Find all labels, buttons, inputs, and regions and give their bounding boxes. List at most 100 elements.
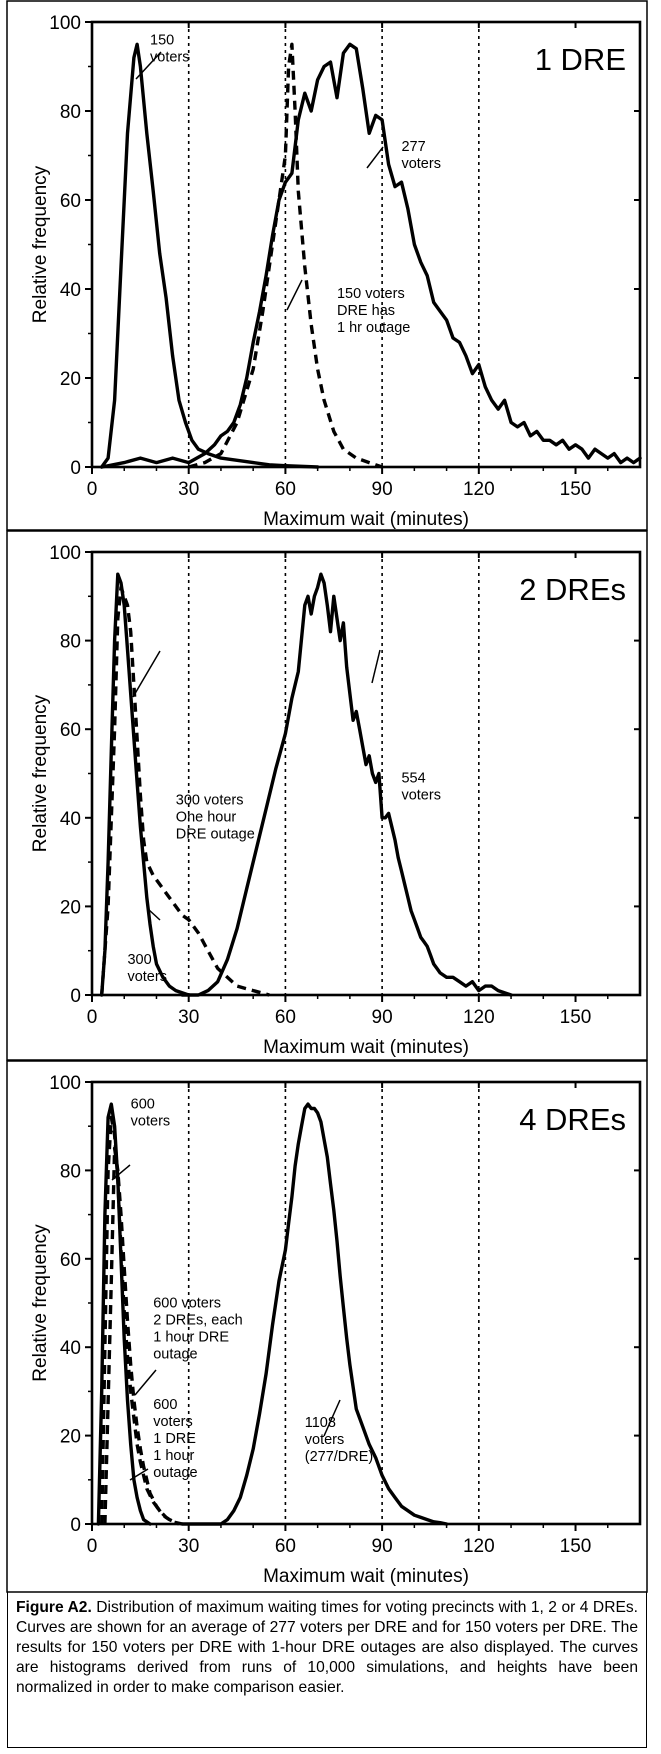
y-tick-label: 0 <box>70 458 81 479</box>
panel-title: 2 DREs <box>519 572 626 607</box>
annotation: 277 voters <box>401 139 441 172</box>
annotation-line: 600 voters <box>153 1295 221 1311</box>
annotation-line: outage <box>153 1346 197 1362</box>
x-tick-label: 60 <box>275 1536 296 1557</box>
plot-area <box>90 20 642 469</box>
chart-panel-2: 0 30 60 90 120 150 0 20 40 60 80 100 Maximum wait (m… <box>30 543 642 1058</box>
x-tick-label: 90 <box>372 1536 393 1557</box>
x-tick-label: 150 <box>560 1007 592 1028</box>
x-tick-label: 0 <box>87 479 98 500</box>
y-tick-label: 40 <box>60 809 81 830</box>
y-tick-label: 0 <box>70 1515 81 1536</box>
annotation-line: voters <box>127 969 167 985</box>
annotation-line: 1 hour DRE <box>153 1329 229 1345</box>
plot-area <box>90 550 642 997</box>
annotation-line: DRE has <box>337 303 395 319</box>
panel-frame-1 <box>6 0 648 531</box>
series-line <box>180 572 513 997</box>
annotation-line: voters <box>131 1114 171 1130</box>
x-tick-label: 120 <box>463 479 495 500</box>
caption-text: Distribution of maximum waiting times fo… <box>16 1599 638 1696</box>
annotation: 300 voters <box>127 952 167 985</box>
panel-title: 1 DRE <box>535 42 626 77</box>
x-tick-label: 90 <box>372 1007 393 1028</box>
x-axis-label: Maximum wait (minutes) <box>263 1037 469 1058</box>
x-tick-label: 60 <box>275 479 296 500</box>
annotation-line: (277/DRE) <box>305 1449 374 1465</box>
y-axis-label: Relative frequency <box>30 694 51 852</box>
y-tick-label: 60 <box>60 191 81 212</box>
annotation-line: 554 <box>401 770 425 786</box>
x-tick-label: 30 <box>178 1007 199 1028</box>
x-tick-label: 90 <box>372 479 393 500</box>
annotation-line: 300 voters <box>176 793 244 809</box>
x-axis-label: Maximum wait (minutes) <box>263 509 469 530</box>
annotation-line: voters <box>401 156 441 172</box>
y-tick-label: 80 <box>60 102 81 123</box>
x-tick-label: 60 <box>275 1007 296 1028</box>
y-tick-label: 100 <box>49 13 81 34</box>
x-axis-label: Maximum wait (minutes) <box>263 1566 469 1587</box>
panel-frame-2 <box>6 530 648 1061</box>
chart-panel-1: 0 30 60 90 120 150 0 20 40 60 80 100 Maximum wait (m… <box>30 13 642 530</box>
chart-panel-3: 0 30 60 90 120 150 0 20 40 60 80 100 Maximum wait (m… <box>30 1073 642 1587</box>
y-tick-label: 60 <box>60 1250 81 1271</box>
annotation-leader <box>132 650 161 698</box>
x-tick-label: 120 <box>463 1007 495 1028</box>
annotation-leader <box>147 908 161 921</box>
annotation-line: 150 <box>150 32 174 48</box>
x-tick-label: 0 <box>87 1007 98 1028</box>
series-line <box>100 42 320 469</box>
annotation-line: 1108 <box>305 1415 336 1431</box>
annotation-leader <box>371 649 381 684</box>
annotation-line: 1 DRE <box>153 1431 196 1447</box>
y-tick-label: 100 <box>49 1073 81 1094</box>
annotation-line: 600 <box>153 1397 177 1413</box>
y-tick-label: 80 <box>60 1161 81 1182</box>
annotation-line: DRE outage <box>176 827 255 843</box>
annotation-line: voters <box>305 1432 345 1448</box>
annotation: 600 voters <box>131 1097 171 1130</box>
x-tick-label: 150 <box>560 1536 592 1557</box>
annotation-line: 600 <box>131 1097 155 1113</box>
caption-label: Figure A2. <box>16 1599 92 1616</box>
x-tick-label: 30 <box>178 479 199 500</box>
annotation-line: One hour <box>176 810 237 826</box>
annotation-line: 277 <box>401 139 425 155</box>
x-tick-label: 30 <box>178 1536 199 1557</box>
annotation-line: 300 <box>127 952 151 968</box>
y-tick-label: 20 <box>60 897 81 918</box>
annotation: 150 voters DRE has 1 hr outage <box>337 286 410 336</box>
annotation-leader <box>135 51 162 80</box>
y-tick-label: 60 <box>60 720 81 741</box>
annotation: 300 voters One hour DRE outage <box>176 793 255 843</box>
y-axis-label: Relative frequency <box>30 1224 51 1382</box>
annotation: 1108 voters (277/DRE) <box>305 1415 374 1465</box>
x-tick-label: 0 <box>87 1536 98 1557</box>
annotation-leader <box>111 1164 131 1181</box>
y-tick-label: 100 <box>49 543 81 564</box>
annotation-line: 2 DREs, each <box>153 1312 242 1328</box>
series-line <box>103 1146 180 1526</box>
y-tick-label: 20 <box>60 1427 81 1448</box>
x-tick-label: 120 <box>463 1536 495 1557</box>
y-tick-label: 40 <box>60 1338 81 1359</box>
series-line <box>100 572 191 997</box>
annotation-line: outage <box>153 1465 197 1481</box>
series-line <box>100 1115 183 1526</box>
annotation-leader <box>323 1399 341 1437</box>
series-line <box>100 42 642 469</box>
y-tick-label: 80 <box>60 632 81 653</box>
annotation-line: 1 hour <box>153 1448 194 1464</box>
series-line <box>188 42 383 469</box>
y-tick-label: 0 <box>70 986 81 1007</box>
annotation-line: 150 voters <box>337 286 405 302</box>
series-line <box>100 585 270 997</box>
annotation-leader <box>129 1468 149 1481</box>
annotation-leader <box>366 146 384 169</box>
annotation-line: voters <box>401 787 441 803</box>
panel-title: 4 DREs <box>519 1102 626 1137</box>
annotation-leader <box>286 279 303 311</box>
annotation-leader <box>134 1369 157 1396</box>
